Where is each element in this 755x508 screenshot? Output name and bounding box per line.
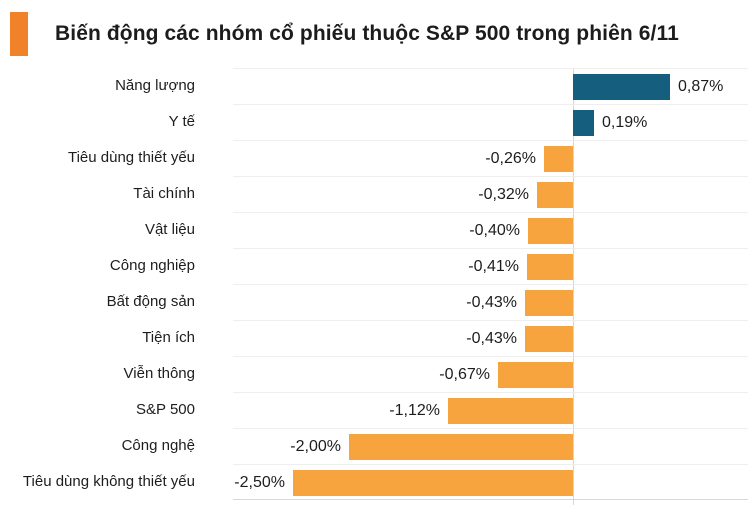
category-label: Vật liệu	[144, 221, 195, 238]
title-marker-icon	[10, 12, 28, 56]
chart-row: 0,87%	[233, 68, 748, 104]
value-label: -0,43%	[466, 330, 517, 347]
chart-row: -0,43%	[233, 320, 748, 356]
bar	[537, 182, 573, 208]
category-label: Tiện ích	[142, 329, 195, 346]
bar	[573, 74, 670, 100]
bar	[573, 110, 594, 136]
value-label: -2,00%	[290, 438, 341, 455]
category-label: Tiêu dùng không thiết yếu	[22, 473, 195, 490]
category-label: Bất động sản	[106, 293, 195, 310]
bar	[349, 434, 573, 460]
chart-row: -1,12%	[233, 392, 748, 428]
category-label: Năng lượng	[115, 77, 195, 94]
chart-row: 0,19%	[233, 104, 748, 140]
chart-row: -0,67%	[233, 356, 748, 392]
bar	[293, 470, 573, 496]
chart-row: -0,43%	[233, 284, 748, 320]
value-label: -0,43%	[466, 294, 517, 311]
category-label: Tiêu dùng thiết yếu	[67, 149, 195, 166]
zero-axis-line	[573, 68, 574, 505]
value-label: -0,26%	[485, 150, 536, 167]
category-label: Y tế	[168, 113, 195, 130]
value-label: -0,41%	[468, 258, 519, 275]
value-label: -0,67%	[439, 366, 490, 383]
value-label: -0,40%	[469, 222, 520, 239]
value-label: 0,19%	[602, 114, 648, 131]
value-label: -0,32%	[478, 186, 529, 203]
category-label: Tài chính	[133, 185, 195, 202]
bar	[528, 218, 573, 244]
chart-row: -0,32%	[233, 176, 748, 212]
chart-row: -0,40%	[233, 212, 748, 248]
value-label: -2,50%	[234, 474, 285, 491]
chart-row: -0,41%	[233, 248, 748, 284]
chart-row: -0,26%	[233, 140, 748, 176]
bar	[498, 362, 573, 388]
value-label: 0,87%	[678, 78, 724, 95]
chart-row: -2,00%	[233, 428, 748, 464]
category-label: Công nghệ	[121, 437, 195, 454]
bar	[525, 290, 573, 316]
page-title: Biến động các nhóm cổ phiếu thuộc S&P 50…	[55, 22, 679, 45]
category-label: Viễn thông	[123, 365, 195, 382]
value-label: -1,12%	[389, 402, 440, 419]
category-label: S&P 500	[136, 401, 195, 418]
bar	[525, 326, 573, 352]
bar	[448, 398, 573, 424]
chart-row: -2,50%	[233, 464, 748, 500]
plot-area: 0,87% 0,19% -0,26% -0,32% -0,40% -0,41% -0,43%…	[233, 68, 748, 505]
bar	[544, 146, 573, 172]
category-label: Công nghiệp	[109, 257, 195, 274]
bar	[527, 254, 573, 280]
